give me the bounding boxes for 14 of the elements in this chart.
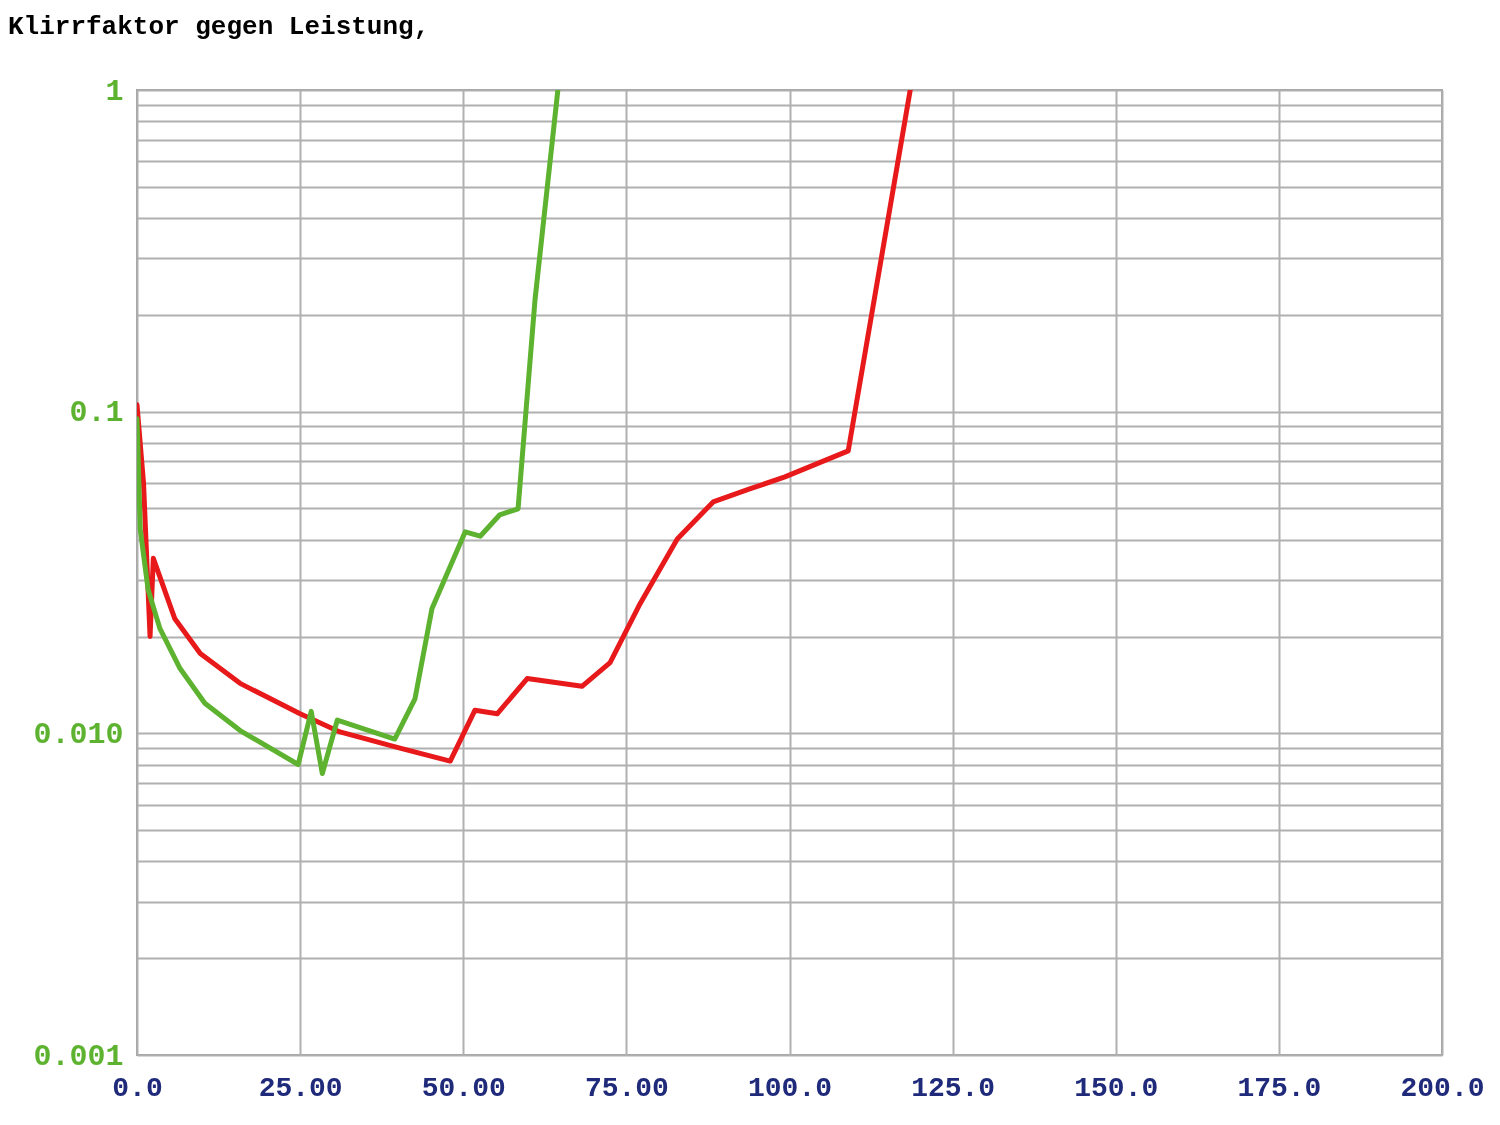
x-tick-label: 75.00 xyxy=(584,1072,669,1104)
x-tick-label: 100.0 xyxy=(747,1072,833,1104)
y-tick-label: 0.1 xyxy=(69,396,124,431)
y-tick-label: 1 xyxy=(105,74,124,109)
x-tick-label: 150.0 xyxy=(1074,1072,1159,1104)
x-tick-label: 200.0 xyxy=(1400,1072,1485,1104)
x-tick-label: 50.00 xyxy=(421,1072,506,1104)
x-tick-label: 0.0 xyxy=(112,1072,163,1104)
x-tick-label: 25.00 xyxy=(258,1072,343,1104)
x-tick-label: 125.0 xyxy=(911,1072,996,1104)
x-tick-label: 175.0 xyxy=(1237,1072,1322,1104)
y-tick-label: 0.010 xyxy=(33,717,124,752)
y-tick-label: 0.001 xyxy=(33,1039,124,1074)
chart-title: Klirrfaktor gegen Leistung, xyxy=(8,12,430,42)
